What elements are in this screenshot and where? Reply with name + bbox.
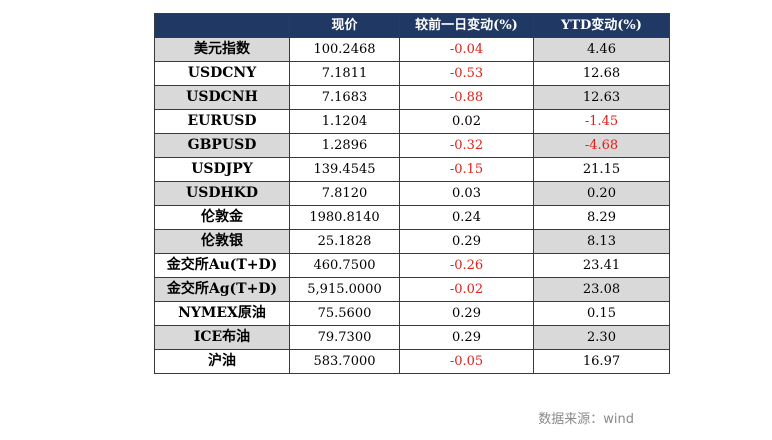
price-cell: 1.2896: [289, 133, 400, 158]
instrument-name-cell: 伦敦银: [154, 229, 290, 254]
header-blank: [154, 13, 290, 38]
table-header-row: 现价 较前一日变动(%) YTD变动(%): [154, 13, 670, 38]
price-cell: 7.1683: [289, 85, 400, 110]
ytd-change-cell: 0.15: [533, 301, 670, 326]
daily-change-cell: -0.15: [399, 157, 534, 182]
daily-change-cell: 0.29: [399, 301, 534, 326]
daily-change-cell: 0.03: [399, 181, 534, 206]
ytd-change-cell: 23.08: [533, 277, 670, 302]
table-row: NYMEX原油 75.5600 0.29 0.15: [154, 301, 670, 326]
instrument-name-cell: ICE布油: [154, 325, 290, 350]
daily-change-cell: -0.88: [399, 85, 534, 110]
daily-change-cell: -0.26: [399, 253, 534, 278]
price-cell: 5,915.0000: [289, 277, 400, 302]
ytd-change-cell: -1.45: [533, 109, 670, 134]
ytd-change-cell: -4.68: [533, 133, 670, 158]
header-ytd-change: YTD变动(%): [533, 13, 670, 38]
ytd-change-cell: 0.20: [533, 181, 670, 206]
table-row: 金交所Au(T+D) 460.7500 -0.26 23.41: [154, 253, 670, 278]
price-cell: 1980.8140: [289, 205, 400, 230]
ytd-change-cell: 2.30: [533, 325, 670, 350]
table-row: 沪油 583.7000 -0.05 16.97: [154, 349, 670, 374]
instrument-name-cell: 沪油: [154, 349, 290, 374]
daily-change-cell: -0.53: [399, 61, 534, 86]
price-cell: 75.5600: [289, 301, 400, 326]
table-row: USDJPY 139.4545 -0.15 21.15: [154, 157, 670, 182]
instrument-name-cell: 金交所Ag(T+D): [154, 277, 290, 302]
price-cell: 7.8120: [289, 181, 400, 206]
instrument-name-cell: USDHKD: [154, 181, 290, 206]
daily-change-cell: 0.02: [399, 109, 534, 134]
price-cell: 583.7000: [289, 349, 400, 374]
table-row: USDCNH 7.1683 -0.88 12.63: [154, 85, 670, 110]
table-row: USDHKD 7.8120 0.03 0.20: [154, 181, 670, 206]
daily-change-cell: -0.02: [399, 277, 534, 302]
instrument-name-cell: GBPUSD: [154, 133, 290, 158]
market-quotes-table: 现价 较前一日变动(%) YTD变动(%) 美元指数 100.2468 -0.04 4…: [154, 13, 670, 374]
price-cell: 100.2468: [289, 37, 400, 62]
ytd-change-cell: 16.97: [533, 349, 670, 374]
daily-change-cell: 0.29: [399, 229, 534, 254]
table-row: 伦敦金 1980.8140 0.24 8.29: [154, 205, 670, 230]
ytd-change-cell: 8.29: [533, 205, 670, 230]
daily-change-cell: 0.24: [399, 205, 534, 230]
daily-change-cell: -0.04: [399, 37, 534, 62]
table-row: 金交所Ag(T+D) 5,915.0000 -0.02 23.08: [154, 277, 670, 302]
instrument-name-cell: 金交所Au(T+D): [154, 253, 290, 278]
price-cell: 79.7300: [289, 325, 400, 350]
instrument-name-cell: USDCNY: [154, 61, 290, 86]
table-row: USDCNY 7.1811 -0.53 12.68: [154, 61, 670, 86]
price-cell: 25.1828: [289, 229, 400, 254]
instrument-name-cell: EURUSD: [154, 109, 290, 134]
table-row: 伦敦银 25.1828 0.29 8.13: [154, 229, 670, 254]
header-daily-change: 较前一日变动(%): [399, 13, 534, 38]
ytd-change-cell: 12.68: [533, 61, 670, 86]
ytd-change-cell: 12.63: [533, 85, 670, 110]
price-cell: 1.1204: [289, 109, 400, 134]
data-source-note: 数据来源：wind: [538, 412, 634, 427]
price-cell: 7.1811: [289, 61, 400, 86]
instrument-name-cell: NYMEX原油: [154, 301, 290, 326]
daily-change-cell: 0.29: [399, 325, 534, 350]
daily-change-cell: -0.05: [399, 349, 534, 374]
daily-change-cell: -0.32: [399, 133, 534, 158]
instrument-name-cell: USDJPY: [154, 157, 290, 182]
table-row: 美元指数 100.2468 -0.04 4.46: [154, 37, 670, 62]
ytd-change-cell: 4.46: [533, 37, 670, 62]
ytd-change-cell: 23.41: [533, 253, 670, 278]
instrument-name-cell: 伦敦金: [154, 205, 290, 230]
header-price: 现价: [289, 13, 400, 38]
price-cell: 139.4545: [289, 157, 400, 182]
table-row: EURUSD 1.1204 0.02 -1.45: [154, 109, 670, 134]
table-row: GBPUSD 1.2896 -0.32 -4.68: [154, 133, 670, 158]
table-row: ICE布油 79.7300 0.29 2.30: [154, 325, 670, 350]
instrument-name-cell: 美元指数: [154, 37, 290, 62]
instrument-name-cell: USDCNH: [154, 85, 290, 110]
price-cell: 460.7500: [289, 253, 400, 278]
ytd-change-cell: 8.13: [533, 229, 670, 254]
ytd-change-cell: 21.15: [533, 157, 670, 182]
